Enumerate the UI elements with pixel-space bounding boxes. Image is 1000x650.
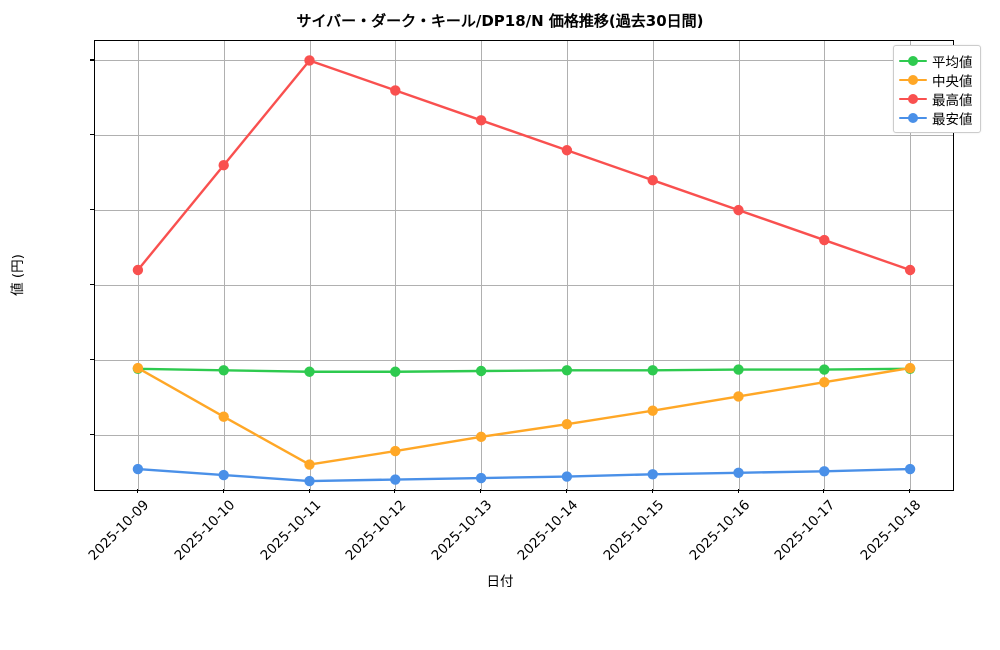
gridline-vertical [395, 41, 397, 490]
y-tick-mark [90, 358, 94, 360]
data-point [475, 472, 487, 484]
data-point [561, 365, 573, 376]
series-line [136, 366, 912, 466]
gridline-vertical [652, 41, 654, 490]
data-point [390, 445, 401, 457]
legend-item[interactable]: 平均値 [899, 51, 973, 71]
series-line [136, 367, 912, 373]
gridline-horizontal [95, 210, 953, 212]
data-point [819, 234, 830, 246]
data-point [733, 467, 744, 478]
data-point [647, 405, 658, 416]
series-最安値 [132, 463, 916, 487]
gridline-vertical [824, 41, 826, 490]
x-tick-mark [909, 489, 911, 493]
x-tick-mark [222, 489, 224, 493]
data-point [390, 366, 401, 377]
chart-legend: 平均値中央値最高値最安値 [893, 45, 981, 133]
data-point [304, 459, 315, 470]
series-line [136, 467, 912, 483]
gridline-horizontal [95, 359, 953, 361]
data-point [561, 418, 573, 430]
data-point [647, 469, 658, 480]
legend-label: 最安値 [932, 111, 973, 128]
x-tick-mark [394, 489, 396, 493]
x-tick-mark [651, 489, 653, 493]
data-point [132, 362, 144, 374]
data-point [733, 391, 744, 402]
chart-figure: サイバー・ダーク・キール/DP18/N 価格推移(過去30日間) 値 (円) 日… [9, 12, 981, 590]
data-point [390, 85, 401, 96]
gridline-horizontal [95, 60, 953, 62]
gridline-vertical [481, 41, 483, 490]
series-line [136, 59, 912, 272]
y-tick-mark [90, 209, 94, 211]
legend-item[interactable]: 最高値 [899, 89, 973, 109]
legend-marker-icon [899, 92, 927, 106]
y-tick-mark [90, 59, 94, 61]
data-point [561, 471, 573, 482]
data-point [819, 364, 830, 375]
x-tick-mark [823, 489, 825, 493]
y-axis-label: 値 (円) [9, 254, 26, 296]
data-point [475, 365, 487, 377]
x-tick-mark [308, 489, 310, 493]
data-point [132, 264, 144, 276]
legend-marker-icon [899, 111, 927, 125]
data-point [218, 411, 229, 422]
gridline-vertical [309, 41, 311, 490]
data-point [819, 466, 830, 477]
legend-marker-icon [899, 73, 927, 87]
data-point [733, 204, 744, 216]
data-point [475, 431, 487, 443]
data-point [218, 469, 229, 481]
legend-label: 最高値 [932, 92, 973, 109]
plot-area [94, 40, 954, 491]
data-point [647, 365, 658, 376]
data-point [733, 364, 744, 375]
data-point [904, 463, 916, 475]
x-axis-label: 日付 [486, 574, 514, 590]
series-平均値 [132, 363, 916, 377]
data-point [561, 145, 573, 156]
x-tick-mark [136, 489, 138, 493]
data-point [904, 362, 916, 374]
legend-label: 平均値 [932, 54, 973, 71]
data-point [304, 475, 315, 487]
series-最高値 [132, 55, 916, 276]
data-point [390, 474, 401, 485]
data-point [218, 160, 229, 171]
data-point [475, 115, 487, 126]
y-tick-mark [90, 283, 94, 286]
data-point [304, 55, 315, 66]
gridline-vertical [738, 41, 740, 490]
gridline-horizontal [95, 434, 953, 436]
data-point [132, 463, 144, 475]
legend-label: 中央値 [932, 73, 973, 90]
x-tick-mark [565, 489, 567, 493]
data-point [647, 174, 658, 186]
data-point [218, 365, 229, 376]
data-point [304, 366, 315, 377]
gridline-vertical [566, 41, 568, 490]
y-tick-mark [90, 433, 94, 435]
chart-title: サイバー・ダーク・キール/DP18/N 価格推移(過去30日間) [296, 12, 704, 30]
data-point [819, 377, 830, 388]
y-tick-mark [90, 134, 94, 136]
series-中央値 [132, 362, 916, 470]
gridline-vertical [223, 41, 225, 490]
series-layer [132, 55, 916, 487]
x-tick-mark [737, 489, 739, 493]
legend-marker-icon [899, 54, 927, 68]
data-point [904, 264, 916, 276]
legend-item[interactable]: 最安値 [899, 108, 973, 128]
gridline-horizontal [95, 284, 953, 286]
legend-item[interactable]: 中央値 [899, 70, 973, 90]
x-tick-mark [480, 489, 482, 493]
